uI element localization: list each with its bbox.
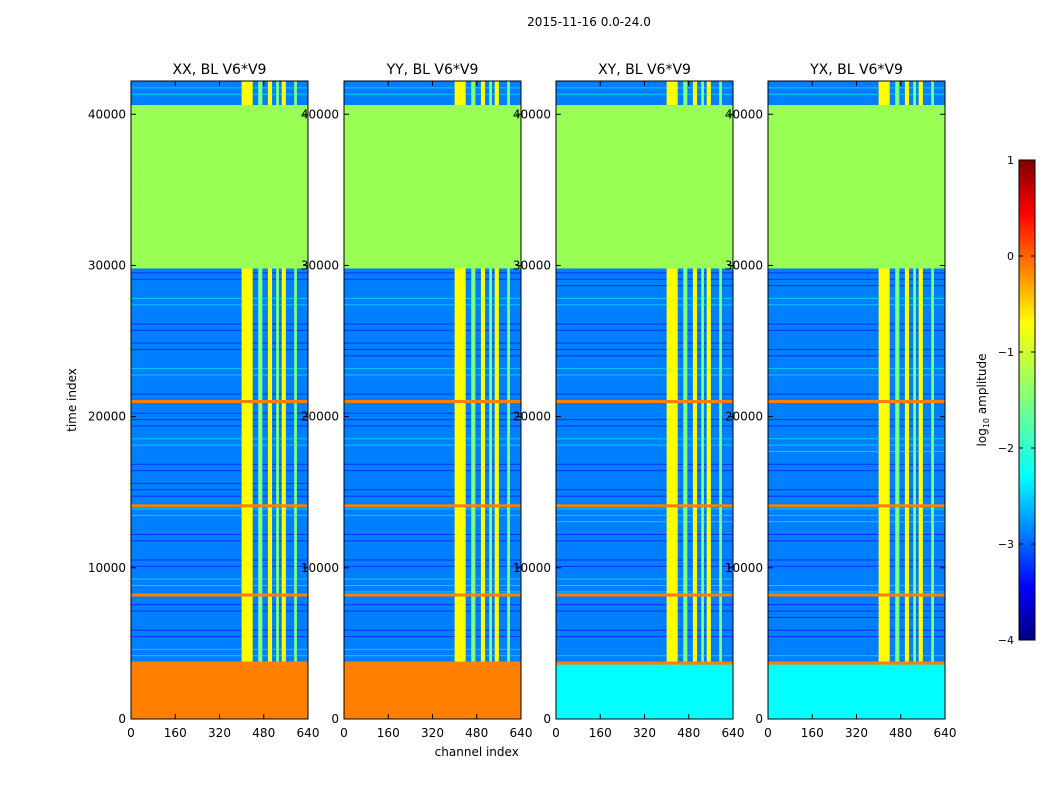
x-tick-label: 0 (764, 726, 772, 740)
colorbar-tick-label: 0 (1007, 250, 1014, 263)
y-tick-label: 0 (331, 712, 339, 726)
colorbar-tick-label: −2 (998, 442, 1014, 455)
panel-4: 0 160 320 480 640 0 10000 20000 30000 40000 YX, BL… (725, 62, 957, 740)
y-tick-label: 10000 (513, 561, 551, 575)
heatmap-image (768, 81, 945, 719)
colorbar-tick-label: −1 (998, 346, 1014, 359)
y-tick-label: 20000 (88, 410, 126, 424)
y-tick-label: 0 (118, 712, 126, 726)
colorbar-fill (1018, 159, 1036, 641)
y-tick-label: 30000 (88, 258, 126, 272)
x-tick-label: 320 (633, 726, 656, 740)
y-tick-label: 40000 (725, 107, 763, 121)
figure-title: 2015-11-16 0.0-24.0 (527, 15, 651, 29)
y-tick-label: 30000 (513, 258, 551, 272)
colorbar-label: log10 amplitude (975, 354, 991, 447)
y-tick-label: 10000 (725, 561, 763, 575)
x-tick-label: 320 (421, 726, 444, 740)
x-tick-label: 320 (208, 726, 231, 740)
panel-2: 0 160 320 480 640 0 10000 20000 30000 40000 YY, BL… (301, 62, 533, 759)
y-tick-label: 0 (755, 712, 763, 726)
y-tick-label: 40000 (301, 107, 339, 121)
panel-title: XX, BL V6*V9 (173, 62, 267, 78)
y-tick-label: 10000 (88, 561, 126, 575)
y-tick-label: 20000 (513, 410, 551, 424)
x-tick-label: 160 (164, 726, 187, 740)
y-tick-label: 20000 (725, 410, 763, 424)
colorbar-tick-label: 1 (1007, 154, 1014, 167)
x-tick-label: 0 (127, 726, 135, 740)
y-tick-label: 10000 (301, 561, 339, 575)
panel-title: YX, BL V6*V9 (809, 62, 903, 78)
y-tick-label: 30000 (725, 258, 763, 272)
x-tick-label: 480 (252, 726, 275, 740)
x-tick-label: 0 (340, 726, 348, 740)
heatmap-image (131, 81, 308, 719)
y-tick-label: 20000 (301, 410, 339, 424)
x-tick-label: 320 (845, 726, 868, 740)
colorbar: 1 0 −1 −2 −3 −4 log10 amplitude (975, 154, 1036, 647)
heatmap-image (556, 81, 733, 719)
x-tick-label: 480 (677, 726, 700, 740)
x-tick-label: 160 (377, 726, 400, 740)
colorbar-tick-label: −4 (998, 634, 1014, 647)
panel-title: YY, BL V6*V9 (386, 62, 479, 78)
x-tick-label: 480 (889, 726, 912, 740)
x-axis-label: channel index (435, 745, 519, 759)
y-tick-label: 0 (543, 712, 551, 726)
heatmap-image (344, 81, 521, 719)
panel-3: 0 160 320 480 640 0 10000 20000 30000 40000 XY, BL… (513, 62, 745, 740)
x-tick-label: 160 (589, 726, 612, 740)
y-axis-label: time index (65, 368, 79, 432)
y-tick-label: 40000 (513, 107, 551, 121)
panel-1: 0 160 320 480 640 0 10000 20000 30000 40000 XX, BL… (65, 62, 319, 740)
panel-title: XY, BL V6*V9 (598, 62, 691, 78)
x-tick-label: 480 (465, 726, 488, 740)
y-tick-label: 40000 (88, 107, 126, 121)
y-tick-label: 30000 (301, 258, 339, 272)
x-tick-label: 160 (801, 726, 824, 740)
colorbar-tick-label: −3 (998, 538, 1014, 551)
x-tick-label: 640 (934, 726, 957, 740)
x-tick-label: 640 (722, 726, 745, 740)
x-tick-label: 0 (552, 726, 560, 740)
x-tick-label: 640 (297, 726, 320, 740)
x-tick-label: 640 (510, 726, 533, 740)
